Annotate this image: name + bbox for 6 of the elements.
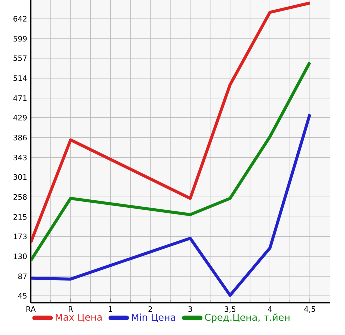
legend-label: Сред.Цена, т.йен bbox=[205, 314, 290, 323]
legend-label: Max Цена bbox=[56, 314, 102, 322]
line-series bbox=[31, 61, 312, 262]
line-series bbox=[31, 2, 312, 244]
legend-label: Min Цена bbox=[132, 314, 176, 322]
line-series bbox=[31, 113, 312, 298]
